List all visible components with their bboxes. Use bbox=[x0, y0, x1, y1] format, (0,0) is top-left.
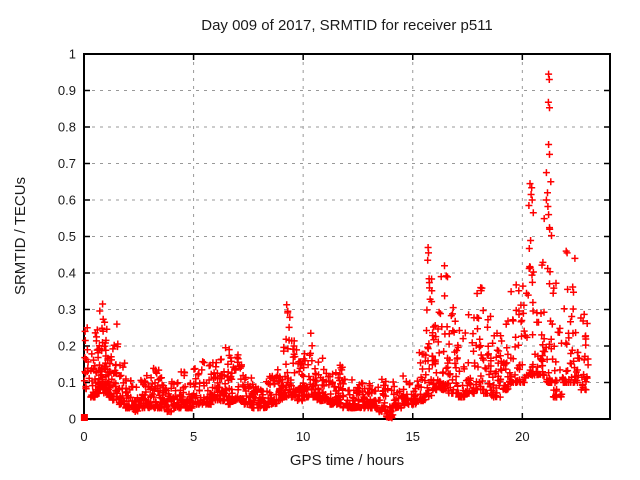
x-axis-label: GPS time / hours bbox=[290, 452, 404, 469]
y-tick-label: 1 bbox=[69, 47, 76, 62]
origin-square-marker bbox=[80, 414, 88, 421]
y-tick-label: 0.3 bbox=[58, 302, 76, 317]
x-tick-label: 10 bbox=[296, 429, 310, 444]
x-tick-label: 20 bbox=[515, 429, 529, 444]
y-tick-label: 0.7 bbox=[58, 156, 76, 171]
grid-lines bbox=[84, 54, 610, 419]
x-tick-label: 5 bbox=[190, 429, 197, 444]
y-tick-label: 0.4 bbox=[58, 266, 76, 281]
y-tick-label: 0.2 bbox=[58, 339, 76, 354]
y-tick-label: 0.6 bbox=[58, 193, 76, 208]
tick-labels: 0 5 10 15 20 0 0.1 0.2 0.3 0.4 0.5 0.6 0.7 0.8 0.9 1 bbox=[58, 47, 530, 445]
scatter-points bbox=[80, 70, 592, 422]
x-tick-label: 0 bbox=[80, 429, 87, 444]
plus-markers bbox=[80, 70, 592, 422]
chart-title: Day 009 of 2017, SRMTID for receiver p51… bbox=[201, 17, 493, 34]
y-tick-label: 0.8 bbox=[58, 120, 76, 135]
x-tick-label: 15 bbox=[406, 429, 420, 444]
y-tick-label: 0.5 bbox=[58, 229, 76, 244]
y-tick-label: 0 bbox=[69, 412, 76, 427]
y-tick-label: 0.9 bbox=[58, 83, 76, 98]
grid-path bbox=[84, 54, 610, 419]
y-tick-label: 0.1 bbox=[58, 375, 76, 390]
y-axis-label: SRMTID / TECUs bbox=[12, 177, 29, 295]
